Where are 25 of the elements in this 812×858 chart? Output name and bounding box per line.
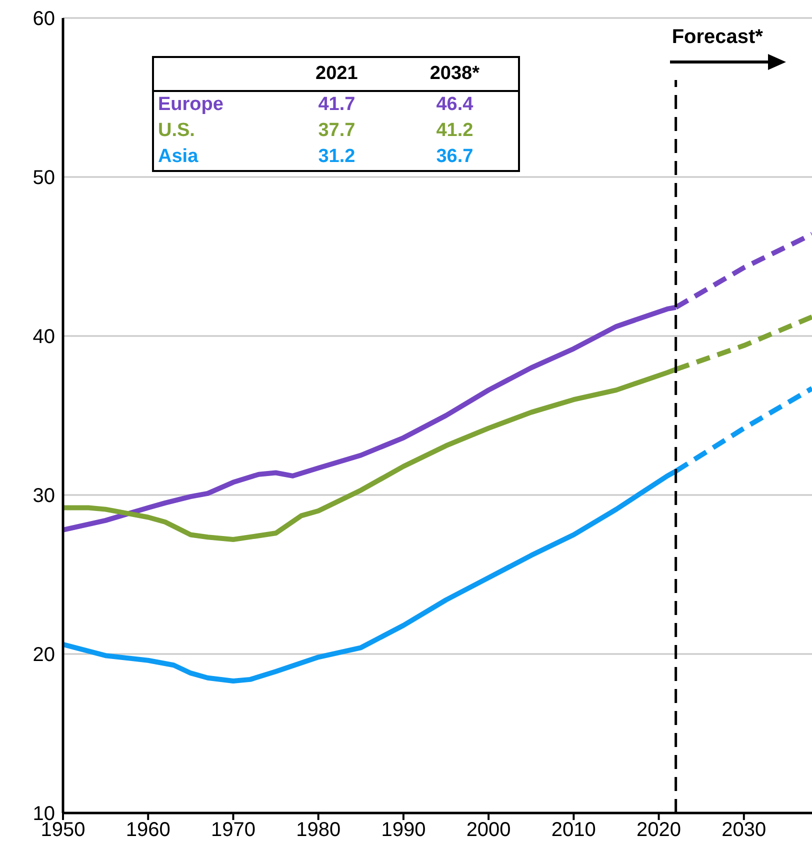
y-tick-label: 60 [32,8,55,30]
text: U.S. [157,119,196,143]
text: Asia [157,145,200,169]
x-tick-label: 2010 [551,819,596,842]
annotation: 2038* [428,62,481,86]
x-tick-label: 2030 [722,819,766,842]
annotation: 41.2 [435,119,474,143]
annotation: 46.4 [435,93,474,117]
ref-line-label: Forecast* [672,26,763,49]
x-tick-label: 2020 [636,819,682,842]
annotation: 2021 [314,62,359,86]
annotation: 41.7 [317,93,356,117]
y-tick-label: 20 [32,644,55,666]
y-tick-label: 40 [32,326,55,348]
x-tick-label: 1990 [381,819,426,842]
x-tick-label: 2000 [466,819,511,842]
x-tick-label: 1960 [126,819,170,842]
x-tick-label: 1970 [210,819,256,842]
annotation: 36.7 [435,145,474,169]
annotation: 31.2 [317,145,356,169]
y-tick-label: 50 [32,167,55,190]
y-tick-label: 30 [32,485,55,508]
annotation: 37.7 [317,119,356,143]
x-tick-label: 1980 [296,819,341,842]
text: Europe [157,93,224,117]
